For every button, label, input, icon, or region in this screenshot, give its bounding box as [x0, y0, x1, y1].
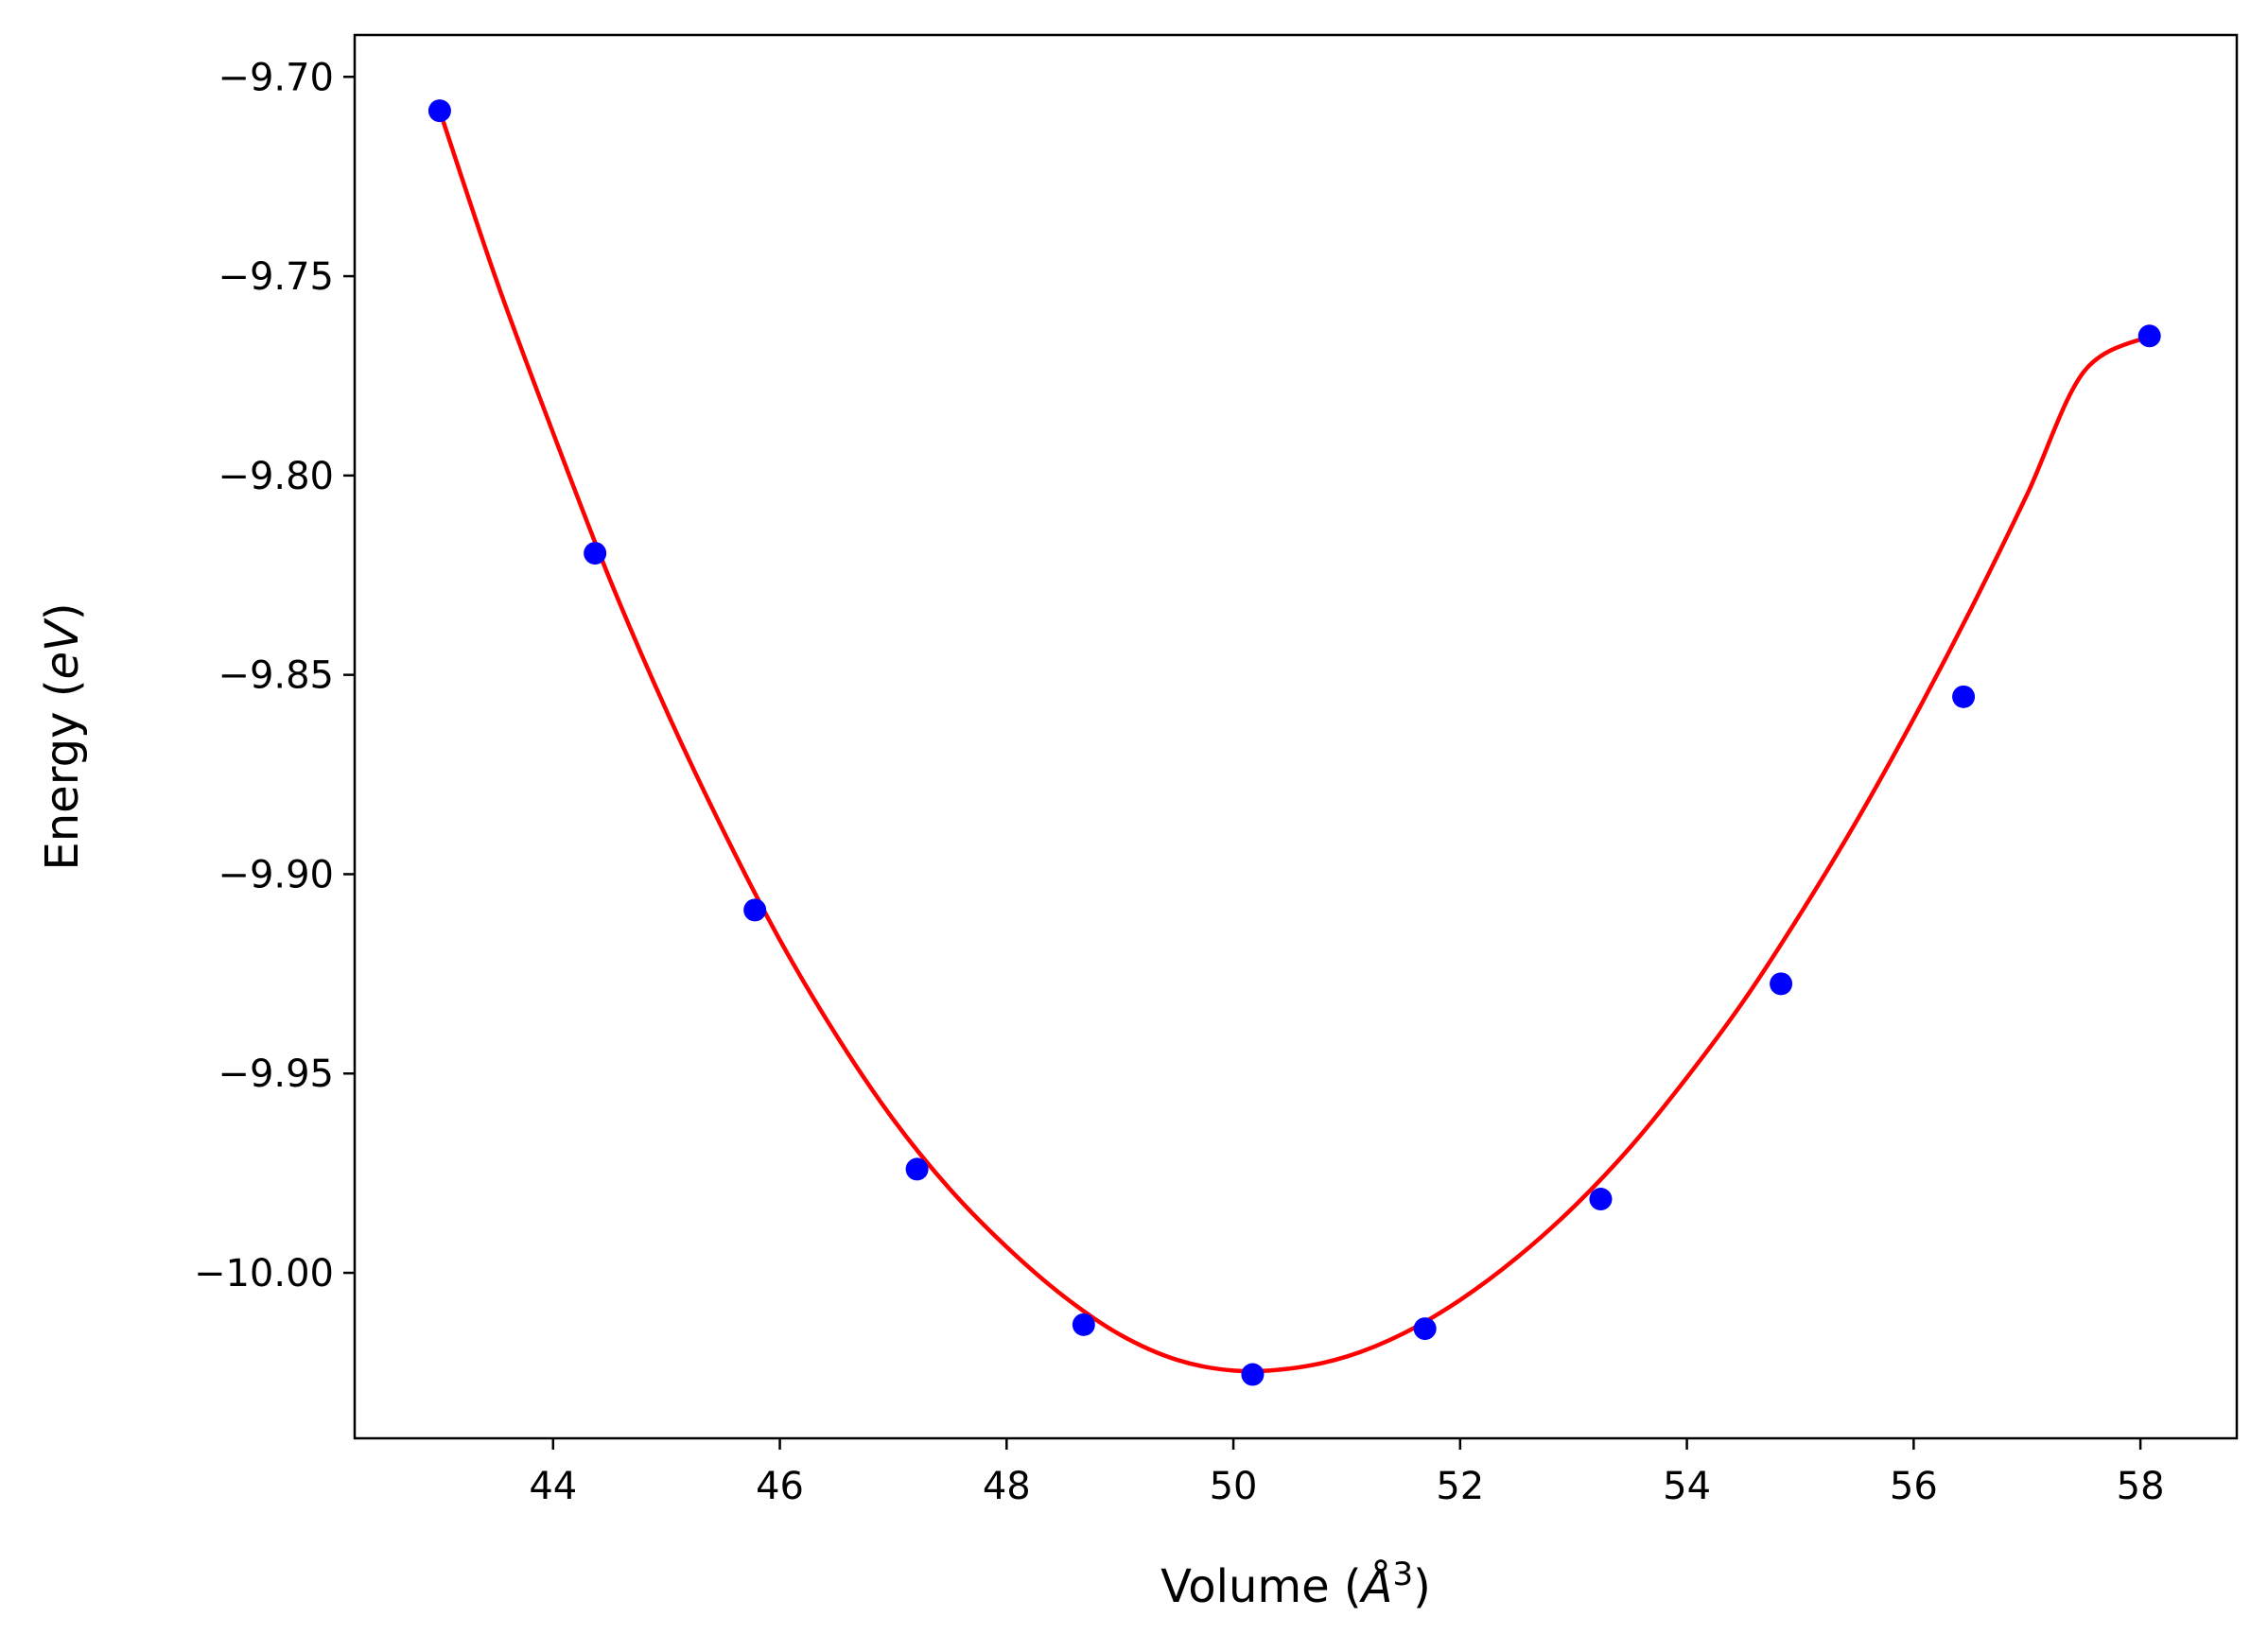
x-axis-exponent: 3 [1392, 1556, 1413, 1593]
y-tick-label: −9.80 [218, 455, 334, 498]
x-tick-label: 44 [529, 1465, 577, 1508]
plot-frame [353, 33, 2239, 1440]
x-tick-label: 48 [983, 1465, 1031, 1508]
y-tick-label: −9.75 [218, 255, 334, 299]
data-point [1072, 1313, 1095, 1336]
data-point [1770, 972, 1793, 996]
x-tick-label: 50 [1210, 1465, 1258, 1508]
y-axis-label: Energy (eV) [36, 602, 89, 870]
x-axis-label: Volume (Å3) [1160, 1556, 1431, 1613]
data-point [1589, 1188, 1613, 1211]
data-point [1241, 1363, 1265, 1386]
x-tick-label: 54 [1663, 1465, 1711, 1508]
y-tick-label: −9.90 [218, 853, 334, 896]
y-tick-label: −10.00 [194, 1252, 334, 1296]
data-point [427, 99, 451, 123]
x-axis-ticks: 44 46 48 50 52 54 56 58 [529, 1438, 2165, 1508]
y-tick-label: −9.95 [218, 1052, 334, 1096]
y-tick-label: −9.85 [218, 654, 334, 698]
y-tick-label: −9.70 [218, 56, 334, 99]
data-point [743, 898, 767, 922]
y-axis-unit: eV [36, 617, 89, 680]
data-point [1413, 1317, 1437, 1341]
data-point [1952, 685, 1976, 708]
y-axis-ticks: −9.70 −9.75 −9.80 −9.85 −9.90 −9.95 −10.00 [194, 56, 355, 1296]
x-tick-label: 46 [756, 1465, 804, 1508]
data-point [2137, 324, 2161, 348]
data-point [905, 1157, 929, 1181]
data-point [584, 542, 607, 565]
x-tick-label: 56 [1890, 1465, 1938, 1508]
x-tick-label: 52 [1436, 1465, 1484, 1508]
fit-curve [437, 110, 2151, 1374]
x-axis-unit: Å [1359, 1559, 1393, 1613]
plot-layer [427, 99, 2161, 1386]
x-tick-label: 58 [2117, 1465, 2165, 1508]
